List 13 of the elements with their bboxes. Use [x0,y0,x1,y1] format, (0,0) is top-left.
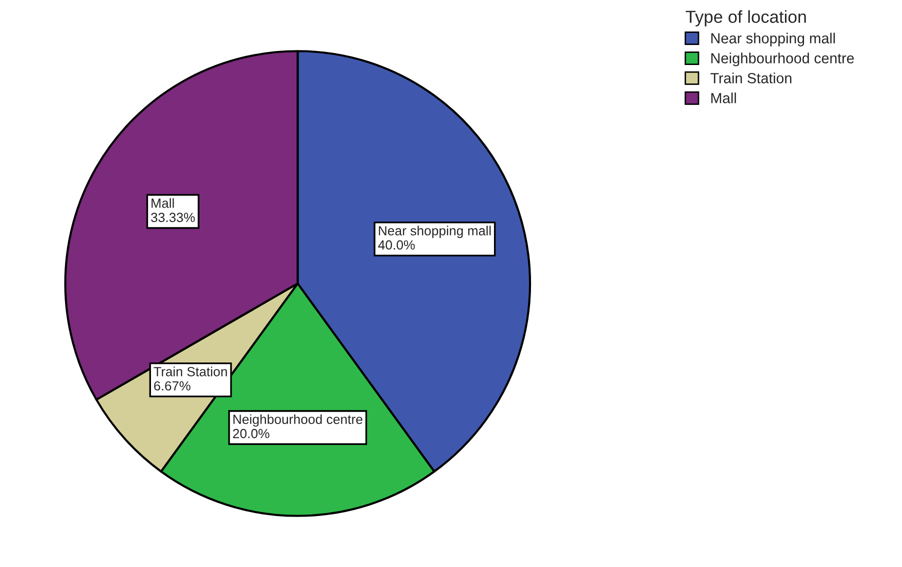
legend-title: Type of location [686,10,806,26]
data-label: 40.0% [378,240,415,250]
slice-label: Neighbourhood centre [233,414,362,427]
slice-label: Train Station [154,366,227,376]
slice-label: Mall [152,198,174,208]
legend-label: Near shopping mall [711,32,835,46]
slice-label: Near shopping mall [378,226,491,238]
data-label: 20.0% [233,428,270,438]
legend-label: Mall [711,92,736,104]
legend-label: Neighbourhood centre [711,52,854,66]
legend-label: Train Station [710,72,792,84]
data-label: 33.33% [151,212,195,222]
data-label: 6.67% [154,381,190,391]
